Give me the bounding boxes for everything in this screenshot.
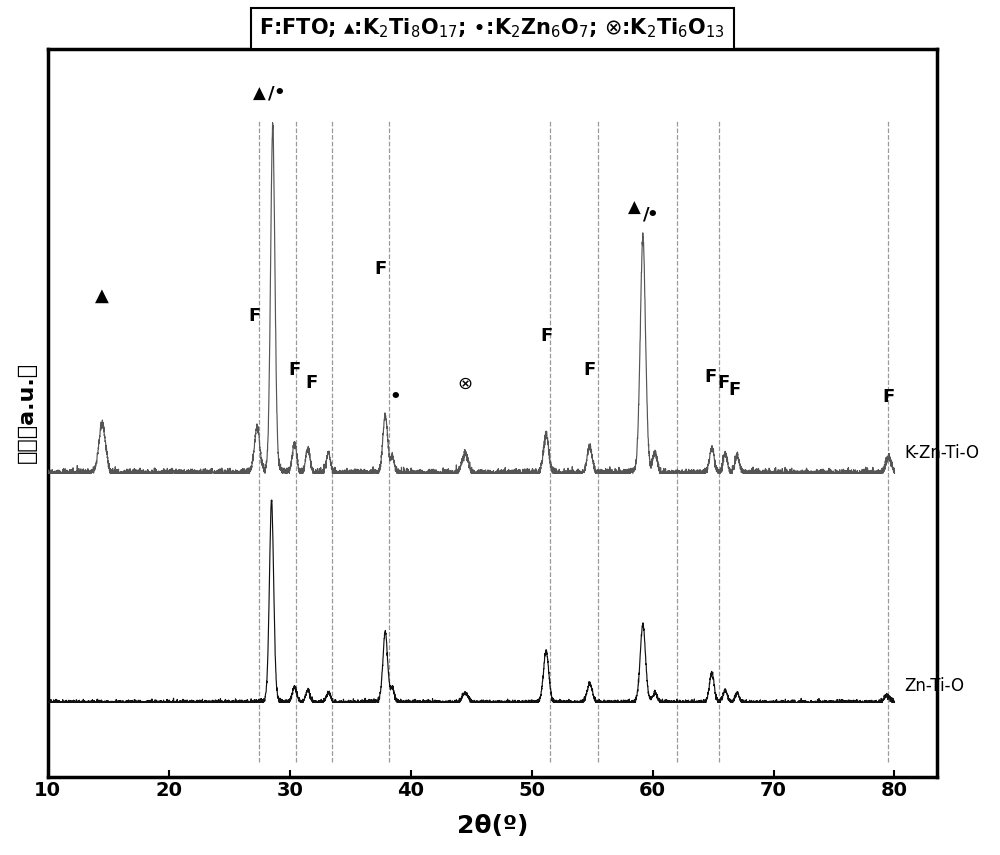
Text: F: F	[248, 307, 261, 325]
Text: F: F	[288, 361, 301, 379]
Text: •: •	[389, 388, 401, 406]
Text: F: F	[374, 260, 387, 278]
Text: F: F	[704, 368, 717, 386]
Text: /: /	[268, 85, 275, 103]
Text: /: /	[643, 206, 650, 224]
Text: F: F	[584, 361, 596, 379]
Title: F:FTO; $\blacktriangle$:K$_2$Ti$_8$O$_{17}$; $\bullet$:K$_2$Zn$_6$O$_7$; $\otime: F:FTO; $\blacktriangle$:K$_2$Ti$_8$O$_{1…	[259, 16, 725, 40]
X-axis label: 2θ(º): 2θ(º)	[457, 814, 528, 839]
Y-axis label: 强度（a.u.）: 强度（a.u.）	[17, 362, 37, 463]
Text: •: •	[273, 85, 285, 103]
Text: F: F	[718, 374, 730, 392]
Text: K-Zn-Ti-O: K-Zn-Ti-O	[904, 444, 979, 462]
Text: F: F	[540, 327, 552, 345]
Text: F: F	[882, 388, 895, 406]
Text: ▲: ▲	[628, 199, 640, 217]
Text: ⊗: ⊗	[458, 374, 473, 392]
Text: F: F	[729, 381, 741, 399]
Text: •: •	[647, 206, 658, 224]
Text: F: F	[305, 374, 318, 392]
Text: ▲: ▲	[253, 85, 265, 103]
Text: ▲: ▲	[95, 286, 109, 304]
Text: Zn-Ti-O: Zn-Ti-O	[904, 676, 964, 694]
